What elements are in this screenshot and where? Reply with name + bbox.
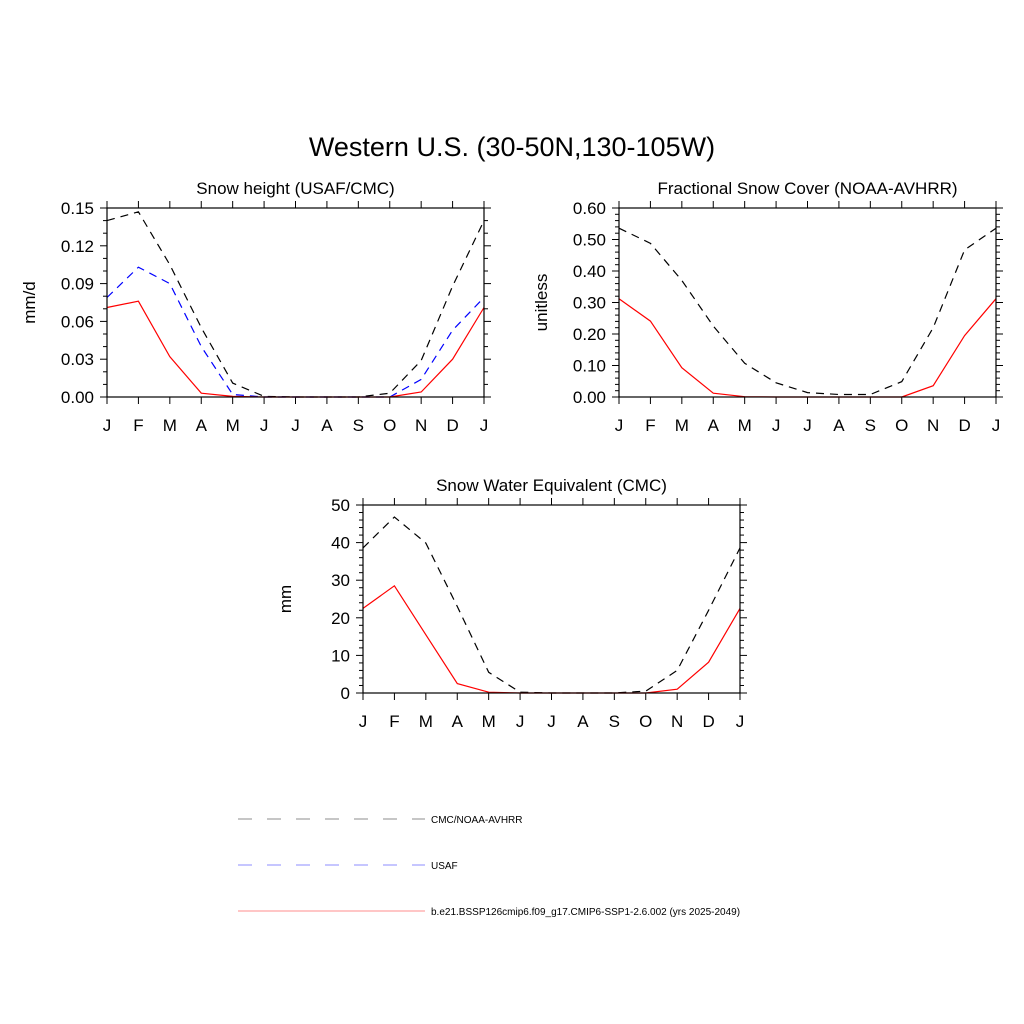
x-tick-label: A <box>833 416 845 435</box>
x-tick-label: F <box>133 416 143 435</box>
x-tick-label: S <box>865 416 876 435</box>
x-tick-label: F <box>389 712 399 731</box>
x-tick-label: A <box>577 712 589 731</box>
x-tick-label: N <box>415 416 427 435</box>
chart-title: Fractional Snow Cover (NOAA-AVHRR) <box>657 179 957 198</box>
legend-label: b.e21.BSSP126cmip6.f09_g17.CMIP6-SSP1-2.… <box>431 907 740 918</box>
x-tick-label: J <box>516 712 525 731</box>
plot-frame <box>618 207 997 398</box>
x-tick-label: O <box>383 416 396 435</box>
y-tick-label: 40 <box>331 534 350 553</box>
y-tick-label: 30 <box>331 571 350 590</box>
legend-label: CMC/NOAA-AVHRR <box>431 815 522 826</box>
y-tick-label: 0.10 <box>573 357 606 376</box>
chart-panel-3: Snow Water Equivalent (CMC) mm 0 10 20 30 40 50… <box>276 476 747 731</box>
x-tick-label: N <box>671 712 683 731</box>
y-axis-label: unitless <box>532 274 551 332</box>
x-tick-label: S <box>609 712 620 731</box>
x-tick-label: A <box>196 416 208 435</box>
series-line-model <box>106 300 485 398</box>
x-tick-label: J <box>103 416 112 435</box>
figure-title: Western U.S. (30-50N,130-105W) <box>309 132 715 162</box>
x-tick-label: M <box>482 712 496 731</box>
x-tick-label: A <box>452 712 464 731</box>
x-tick-label: M <box>675 416 689 435</box>
series-line-usaf <box>106 266 485 398</box>
y-tick-label: 0.09 <box>61 275 94 294</box>
x-tick-label: M <box>738 416 752 435</box>
series-line-model <box>362 584 741 694</box>
y-tick-label: 0.06 <box>61 312 94 331</box>
y-axis-label: mm <box>276 585 295 613</box>
chart-panel-1: Snow height (USAF/CMC) mm/d 0.00 0.03 0.06 0.… <box>20 179 491 435</box>
x-tick-label: A <box>321 416 333 435</box>
y-tick-label: 0.00 <box>61 388 94 407</box>
x-tick-label: F <box>645 416 655 435</box>
x-tick-label: O <box>639 712 652 731</box>
x-tick-label: J <box>260 416 269 435</box>
x-tick-label: D <box>958 416 970 435</box>
x-tick-label: J <box>359 712 368 731</box>
y-tick-label: 0.20 <box>573 325 606 344</box>
y-tick-label: 10 <box>331 646 350 665</box>
x-tick-label: D <box>446 416 458 435</box>
x-tick-label: N <box>927 416 939 435</box>
y-tick-label: 0.40 <box>573 262 606 281</box>
legend-label: USAF <box>431 861 458 872</box>
x-tick-label: J <box>291 416 300 435</box>
x-tick-label: D <box>702 712 714 731</box>
x-tick-label: M <box>419 712 433 731</box>
plot-frame <box>362 504 741 694</box>
x-tick-label: J <box>772 416 781 435</box>
x-tick-label: M <box>226 416 240 435</box>
chart-panel-2: Fractional Snow Cover (NOAA-AVHRR) unitle… <box>532 179 1003 435</box>
y-axis-label: mm/d <box>20 281 39 324</box>
series-line-model <box>618 298 997 398</box>
x-tick-label: J <box>547 712 556 731</box>
y-tick-label: 20 <box>331 609 350 628</box>
y-tick-label: 0.12 <box>61 237 94 256</box>
x-tick-label: J <box>803 416 812 435</box>
plot-frame <box>106 207 485 398</box>
x-tick-label: J <box>736 712 745 731</box>
x-tick-label: M <box>163 416 177 435</box>
y-tick-label: 0.30 <box>573 294 606 313</box>
series-line-obs <box>618 227 997 396</box>
x-tick-label: S <box>353 416 364 435</box>
chart-title: Snow Water Equivalent (CMC) <box>436 476 667 495</box>
y-tick-label: 0 <box>341 684 350 703</box>
x-tick-label: A <box>708 416 720 435</box>
series-line-obs <box>362 516 741 694</box>
x-tick-label: O <box>895 416 908 435</box>
y-tick-label: 0.15 <box>61 199 94 218</box>
y-tick-label: 0.50 <box>573 231 606 250</box>
x-tick-label: J <box>615 416 624 435</box>
x-tick-label: J <box>992 416 1001 435</box>
x-tick-label: J <box>480 416 489 435</box>
y-tick-label: 0.03 <box>61 350 94 369</box>
y-tick-label: 50 <box>331 496 350 515</box>
legend: CMC/NOAA-AVHRR USAF b.e21.BSSP126cmip6.f09… <box>238 815 740 918</box>
y-tick-label: 0.00 <box>573 388 606 407</box>
chart-title: Snow height (USAF/CMC) <box>196 179 394 198</box>
y-tick-label: 0.60 <box>573 199 606 218</box>
